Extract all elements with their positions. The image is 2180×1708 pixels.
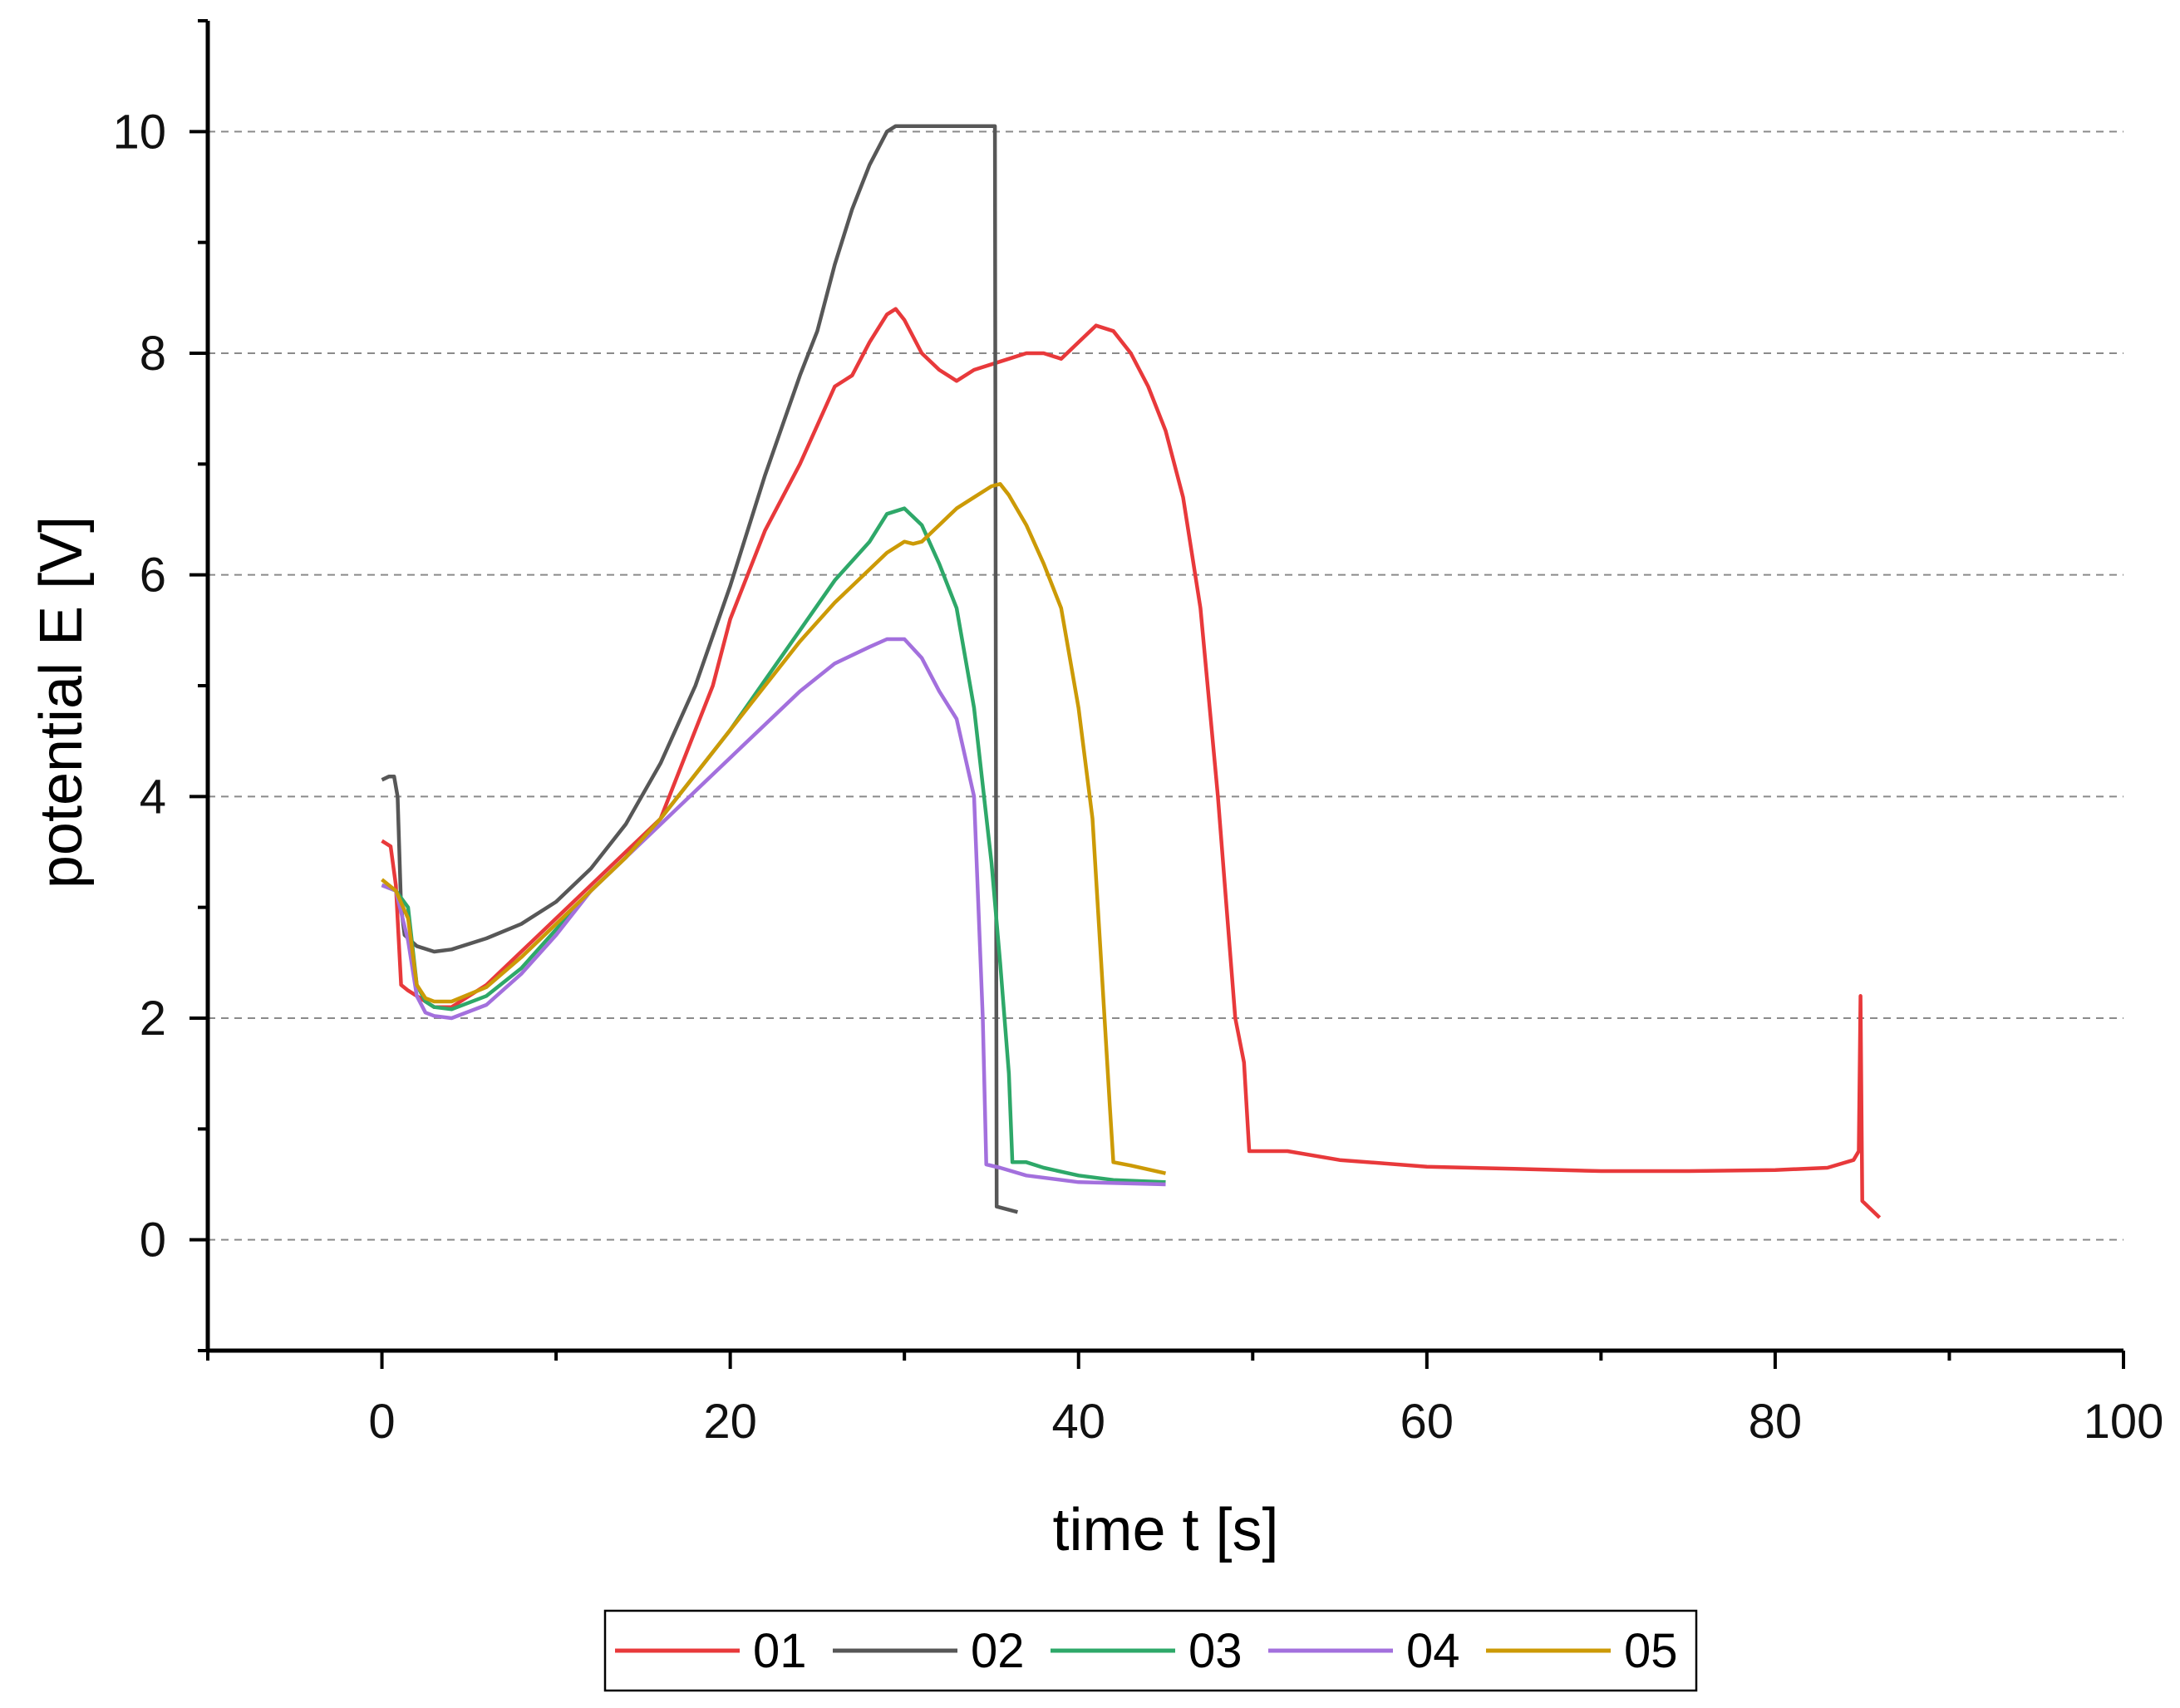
y-tick-label: 0 xyxy=(140,1213,166,1267)
series-line-05 xyxy=(381,482,1166,1175)
tick-marks xyxy=(189,19,2125,1369)
legend-label-02: 02 xyxy=(971,1624,1025,1678)
grid-lines xyxy=(208,130,2123,1241)
y-tick-label: 8 xyxy=(140,327,166,381)
series-layer xyxy=(381,124,1882,1219)
x-tick-label: 40 xyxy=(1051,1395,1105,1449)
y-tick-label: 6 xyxy=(140,549,166,603)
x-tick-label: 60 xyxy=(1400,1395,1454,1449)
x-tick-label: 80 xyxy=(1749,1395,1803,1449)
legend-label-01: 01 xyxy=(753,1624,807,1678)
legend-label-04: 04 xyxy=(1406,1624,1460,1678)
legend: 01 02 03 04 05 xyxy=(603,1609,1698,1692)
y-tick-label: 4 xyxy=(140,770,166,824)
legend-label-05: 05 xyxy=(1624,1624,1678,1678)
legend-label-03: 03 xyxy=(1188,1624,1243,1678)
series-line-03 xyxy=(381,506,1166,1184)
series-line-01 xyxy=(381,307,1882,1219)
series-line-04 xyxy=(381,637,1166,1187)
x-tick-label: 0 xyxy=(368,1395,395,1449)
x-axis-title: time t [s] xyxy=(1052,1497,1278,1563)
y-tick-label: 10 xyxy=(112,105,166,159)
x-tick-label: 100 xyxy=(2084,1395,2164,1449)
series-line-02 xyxy=(381,124,1018,1214)
axes xyxy=(205,21,2123,1353)
y-axis-title: potential E [V] xyxy=(28,516,95,888)
x-tick-label: 20 xyxy=(703,1395,757,1449)
y-tick-label: 2 xyxy=(140,992,166,1046)
